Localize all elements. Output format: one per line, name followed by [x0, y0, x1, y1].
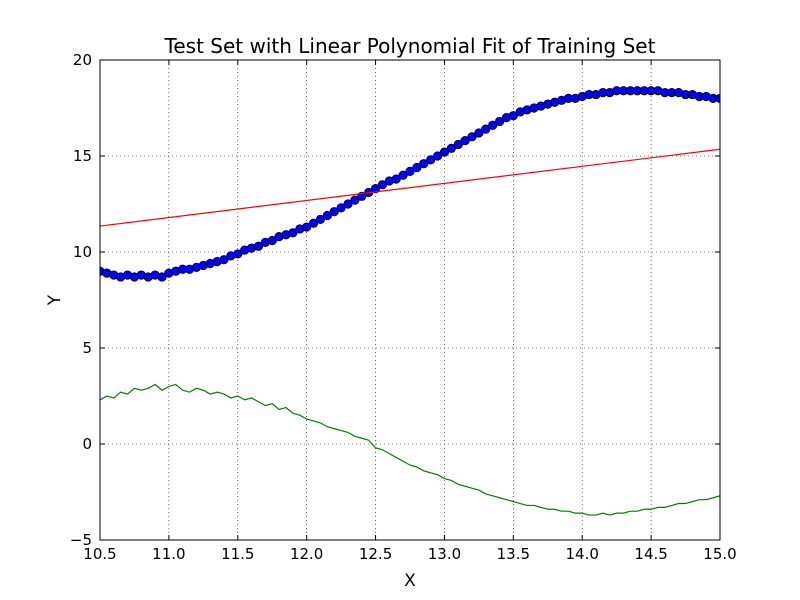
scatter-point	[336, 203, 346, 213]
scatter-point	[350, 195, 360, 205]
scatter-point	[488, 120, 498, 130]
x-tick-labels: 10.5 11.0 11.5 12.0 12.5 13.0 13.5 14.0 14.5 15.0	[83, 545, 736, 563]
scatter-point	[370, 184, 381, 194]
y-tick-label: −5	[70, 531, 92, 549]
scatter-point	[233, 249, 243, 259]
scatter-point	[343, 199, 353, 209]
x-tick-label: 14.0	[566, 545, 599, 563]
plot-area	[100, 86, 720, 516]
x-axis-label: X	[404, 571, 416, 591]
scatter-point	[439, 147, 450, 157]
scatter-point	[267, 235, 277, 246]
y-tick-label: 15	[73, 147, 92, 165]
scatter-point	[329, 207, 339, 217]
x-tick-label: 13.0	[428, 545, 461, 563]
grid-lines	[100, 60, 720, 540]
scatter-point	[432, 151, 443, 161]
scatter-point	[481, 124, 491, 134]
scatter-point	[315, 214, 326, 224]
scatter-point	[391, 174, 401, 184]
x-tick-label: 14.5	[634, 545, 667, 563]
series-2-line	[100, 383, 720, 516]
scatter-point	[322, 210, 332, 221]
scatter-point	[446, 143, 456, 153]
scatter-point	[494, 116, 505, 127]
x-tick-label: 11.0	[152, 545, 185, 563]
scatter-point	[426, 155, 436, 165]
y-tick-label: 0	[82, 435, 92, 453]
plot-frame	[99, 59, 721, 541]
y-axis-label: Y	[45, 294, 65, 306]
y-tick-label: 5	[82, 339, 92, 357]
scatter-point	[474, 128, 484, 138]
y-tick-label: 10	[73, 243, 92, 261]
scatter-point	[377, 180, 388, 190]
x-tick-label: 12.0	[290, 545, 323, 563]
scatter-point	[419, 159, 429, 169]
x-tick-label: 12.5	[359, 545, 392, 563]
scatter-point	[405, 166, 415, 176]
scatter-point	[453, 139, 463, 150]
y-tick-labels: −5 0 5 10 15 20	[70, 51, 92, 549]
scatter-point	[219, 255, 229, 265]
x-tick-label: 13.5	[497, 545, 530, 563]
scatter-point	[508, 111, 518, 121]
scatter-point	[308, 218, 319, 228]
y-tick-label: 20	[73, 51, 92, 69]
scatter-point	[157, 272, 167, 282]
tick-marks	[99, 59, 721, 541]
scatter-point	[288, 228, 298, 238]
x-tick-label: 10.5	[83, 545, 116, 563]
scatter-point	[460, 136, 470, 146]
scatter-point	[302, 222, 312, 232]
series-layer	[100, 86, 720, 516]
scatter-point	[398, 170, 408, 180]
x-tick-label: 11.5	[221, 545, 254, 563]
scatter-point	[467, 132, 477, 142]
scatter-point	[253, 241, 264, 251]
x-tick-label: 15.0	[703, 545, 736, 563]
chart-title: Test Set with Linear Polynomial Fit of T…	[164, 34, 656, 58]
series-1-line	[100, 148, 720, 227]
scatter-point	[412, 162, 422, 173]
